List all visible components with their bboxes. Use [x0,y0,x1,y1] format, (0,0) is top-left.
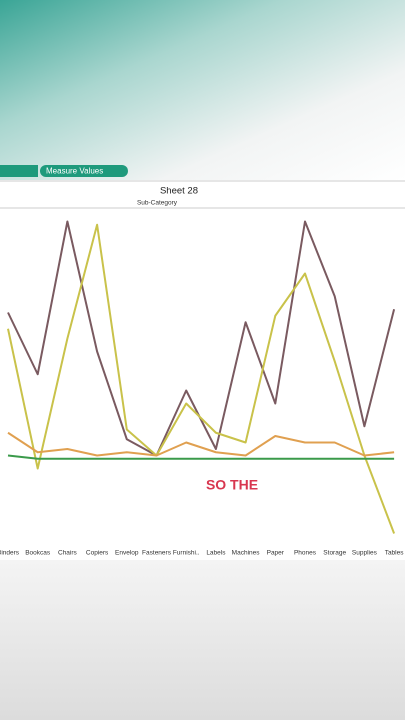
chart-title: Sheet 28 [160,186,198,197]
series-line [7,431,395,457]
shelf-pill [40,165,128,177]
axis-title: Sub-Category [137,200,178,207]
blurred-bottom [0,560,405,720]
x-tick-label: Machines [232,550,261,557]
x-tick-label: Supplies [352,550,378,557]
pill-label: Measure Values [46,167,103,176]
x-tick-label: Binders [0,550,20,557]
x-tick-label: Furnishi.. [173,550,200,557]
caption: SO THE [206,477,258,493]
x-tick-label: Paper [267,550,285,557]
series-line [7,220,396,457]
x-tick-label: Chairs [58,550,78,557]
x-tick-label: Phones [294,550,317,557]
x-tick-label: Tables [385,550,405,557]
x-tick-label: Storage [323,550,346,557]
x-tick-label: Bookcas [25,550,51,557]
x-tick-label: Fasteners [142,550,172,557]
x-tick-label: Envelop [115,550,139,557]
x-tick-label: Labels [206,550,226,557]
shelf-pill [0,165,38,177]
x-tick-label: Copiers [86,550,109,557]
series-line [7,223,396,534]
blurred-top [0,0,405,180]
series-line [7,454,395,460]
